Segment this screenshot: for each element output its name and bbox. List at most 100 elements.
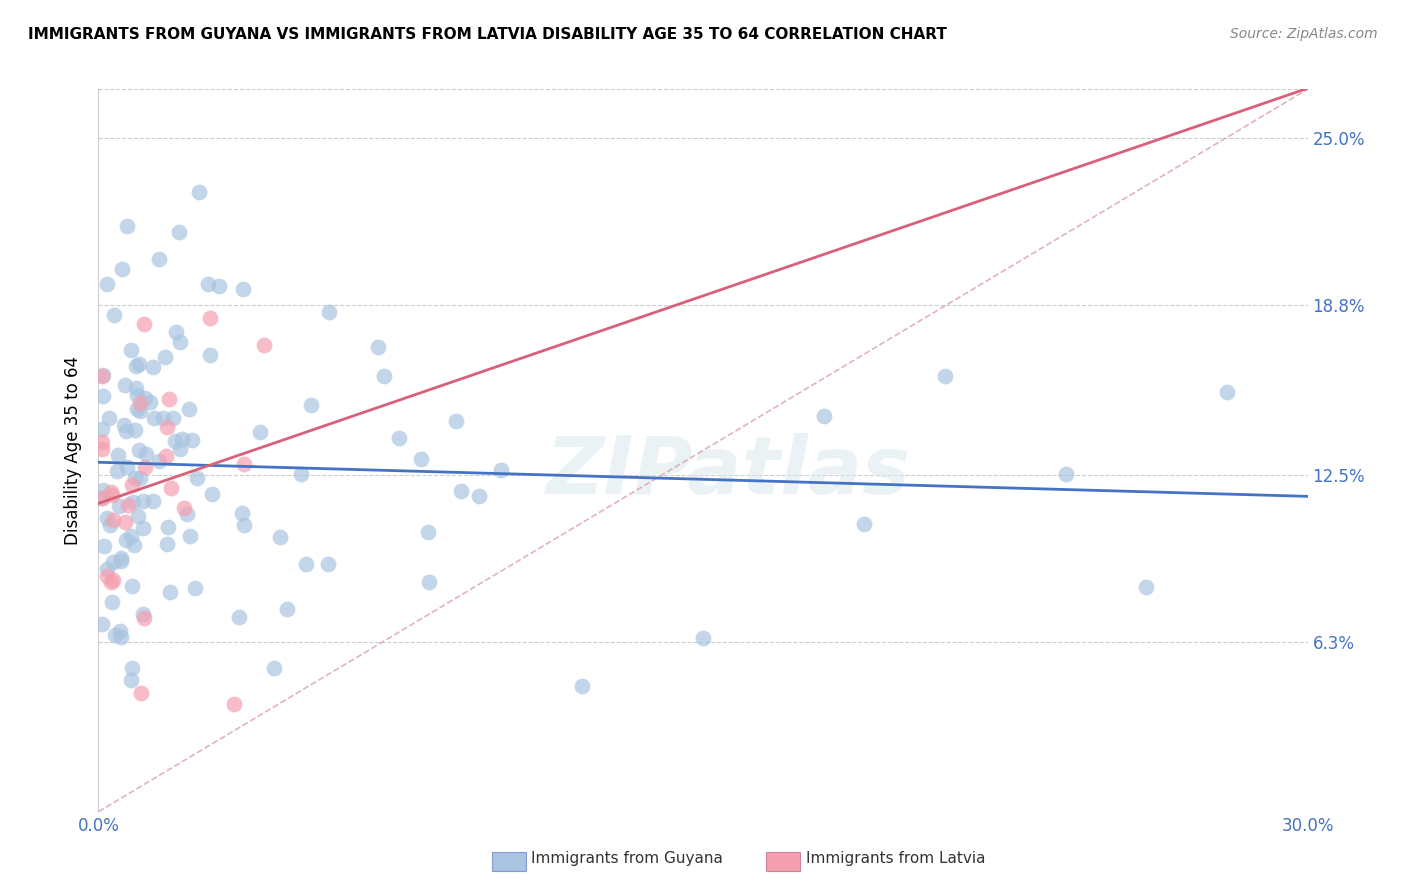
Point — [249, 425, 271, 440]
Point — [1216, 384, 1239, 399]
Point — [91, 368, 114, 383]
Text: Source: ZipAtlas.com: Source: ZipAtlas.com — [1230, 27, 1378, 41]
Point — [121, 579, 143, 593]
Point — [110, 554, 132, 568]
Point — [1054, 467, 1077, 481]
Point — [446, 414, 468, 428]
Point — [124, 423, 146, 437]
Point — [813, 409, 835, 423]
Bar — [1327, 84, 1406, 232]
Point — [100, 574, 122, 589]
Point — [104, 628, 127, 642]
Point — [101, 556, 124, 570]
Point — [157, 392, 180, 406]
Point — [208, 279, 231, 293]
Point — [201, 486, 224, 500]
Point — [181, 433, 204, 447]
Point — [115, 424, 138, 438]
Point — [409, 452, 432, 467]
Point — [117, 219, 139, 233]
Point — [290, 467, 312, 482]
Bar — [1355, 97, 1406, 145]
Point — [155, 350, 177, 364]
Point — [96, 277, 118, 292]
Point — [139, 394, 162, 409]
Point — [934, 369, 956, 384]
Point — [129, 404, 152, 418]
Point — [148, 454, 170, 468]
Point — [120, 529, 142, 543]
Point — [232, 517, 254, 532]
Point — [388, 431, 411, 445]
Point — [91, 491, 114, 506]
Point — [491, 463, 513, 477]
Point — [91, 369, 114, 384]
Point — [159, 585, 181, 599]
Point — [125, 402, 148, 417]
Point — [198, 310, 221, 325]
Point — [96, 562, 118, 576]
Text: ZIPatlas: ZIPatlas — [544, 434, 910, 511]
Point — [692, 631, 714, 645]
Point — [115, 460, 138, 475]
Point — [231, 506, 253, 520]
Point — [121, 660, 143, 674]
Point — [156, 419, 179, 434]
Point — [155, 449, 177, 463]
Point — [129, 471, 152, 485]
Point — [169, 334, 191, 349]
Point — [103, 309, 125, 323]
Point — [108, 624, 131, 638]
Point — [129, 396, 152, 410]
Point — [125, 381, 148, 395]
Point — [263, 661, 285, 675]
Point — [128, 358, 150, 372]
Point — [233, 457, 256, 471]
Point — [142, 411, 165, 425]
Point — [162, 410, 184, 425]
Point — [160, 481, 183, 495]
Point — [232, 282, 254, 296]
Point — [91, 617, 114, 632]
Point — [316, 558, 339, 572]
Point — [156, 537, 179, 551]
Point — [132, 607, 155, 622]
Point — [114, 515, 136, 529]
Point — [299, 398, 322, 412]
Point — [117, 498, 139, 512]
Point — [100, 484, 122, 499]
Point — [96, 569, 118, 583]
Point — [571, 679, 593, 693]
Point — [115, 533, 138, 547]
Point — [318, 305, 340, 319]
Point — [179, 529, 201, 543]
Point — [111, 262, 134, 277]
Point — [91, 483, 114, 497]
Point — [122, 495, 145, 509]
Point — [224, 697, 246, 711]
Point — [96, 511, 118, 525]
Point — [91, 442, 114, 457]
Point — [416, 524, 439, 539]
Point — [198, 348, 221, 362]
Point — [91, 422, 114, 436]
Text: Immigrants from Latvia: Immigrants from Latvia — [806, 851, 986, 865]
Text: IMMIGRANTS FROM GUYANA VS IMMIGRANTS FROM LATVIA DISABILITY AGE 35 TO 64 CORRELA: IMMIGRANTS FROM GUYANA VS IMMIGRANTS FRO… — [28, 27, 948, 42]
Point — [124, 538, 146, 552]
Point — [853, 516, 876, 531]
Point — [124, 471, 146, 485]
Point — [120, 343, 142, 357]
Point — [100, 488, 122, 502]
Point — [252, 337, 274, 351]
Point — [169, 442, 191, 456]
Point — [112, 418, 135, 433]
Point — [91, 389, 114, 403]
Bar — [1355, 162, 1406, 211]
Point — [93, 539, 115, 553]
Point — [134, 460, 156, 475]
Point — [132, 520, 155, 534]
Point — [127, 509, 149, 524]
Point — [269, 530, 291, 544]
Point — [129, 686, 152, 700]
Point — [142, 494, 165, 508]
